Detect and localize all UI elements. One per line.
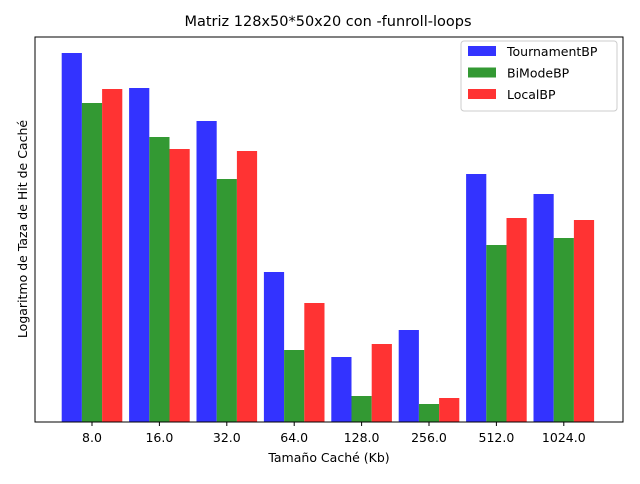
bar-tournamentbp-256.0 [398,330,419,422]
x-tick-label: 1024.0 [542,430,586,445]
bar-localbp-8.0 [102,89,123,422]
bar-tournamentbp-1024.0 [533,194,554,422]
bar-localbp-512.0 [506,218,527,422]
bar-bimodebp-16.0 [149,137,170,422]
legend-swatch-bimodebp [468,67,496,78]
legend-label-localbp: LocalBP [507,87,556,102]
plot-frame [34,36,624,423]
y-axis-label: Logaritmo de Taza de Hit de Caché [15,120,30,338]
x-tick-label: 32.0 [213,430,241,445]
x-tick-label: 512.0 [479,430,515,445]
bar-tournamentbp-64.0 [263,272,285,422]
bar-localbp-16.0 [169,149,190,422]
bar-tournamentbp-8.0 [61,53,82,422]
bar-tournamentbp-128.0 [331,357,352,422]
x-tick-label: 64.0 [280,430,308,445]
x-tick-label: 8.0 [82,430,102,445]
legend: TournamentBP BiModeBP LocalBP [460,40,618,112]
bar-localbp-128.0 [371,344,392,422]
bar-bimodebp-32.0 [216,179,237,422]
bar-bimodebp-256.0 [418,404,440,422]
x-tick-label: 128.0 [344,430,380,445]
legend-label-tournamentbp: TournamentBP [506,44,598,59]
bar-tournamentbp-512.0 [466,174,487,422]
bar-localbp-1024.0 [573,220,595,422]
bar-bimodebp-8.0 [81,103,103,422]
x-axis-label: Tamaño Caché (Kb) [267,450,389,465]
bars-group [61,53,595,422]
chart-title: Matriz 128x50*50x20 con -funroll-loops [184,14,471,30]
x-axis-ticks: 8.0 16.0 32.0 64.0 128.0 256.0 512.0 1024.0 [82,422,586,445]
bar-localbp-32.0 [236,151,258,422]
bar-localbp-64.0 [304,303,325,422]
bar-bimodebp-128.0 [351,396,372,422]
bar-localbp-256.0 [439,398,460,422]
legend-box [460,40,618,112]
x-tick-label: 256.0 [411,430,447,445]
bar-bimodebp-1024.0 [553,238,574,422]
bar-tournamentbp-32.0 [196,121,217,422]
legend-swatch-localbp [468,89,496,99]
legend-label-bimodebp: BiModeBP [507,66,570,81]
bar-tournamentbp-16.0 [129,88,150,422]
bar-bimodebp-512.0 [486,245,507,422]
bar-bimodebp-64.0 [284,350,305,422]
x-tick-label: 16.0 [145,430,173,445]
legend-swatch-tournamentbp [468,46,496,56]
